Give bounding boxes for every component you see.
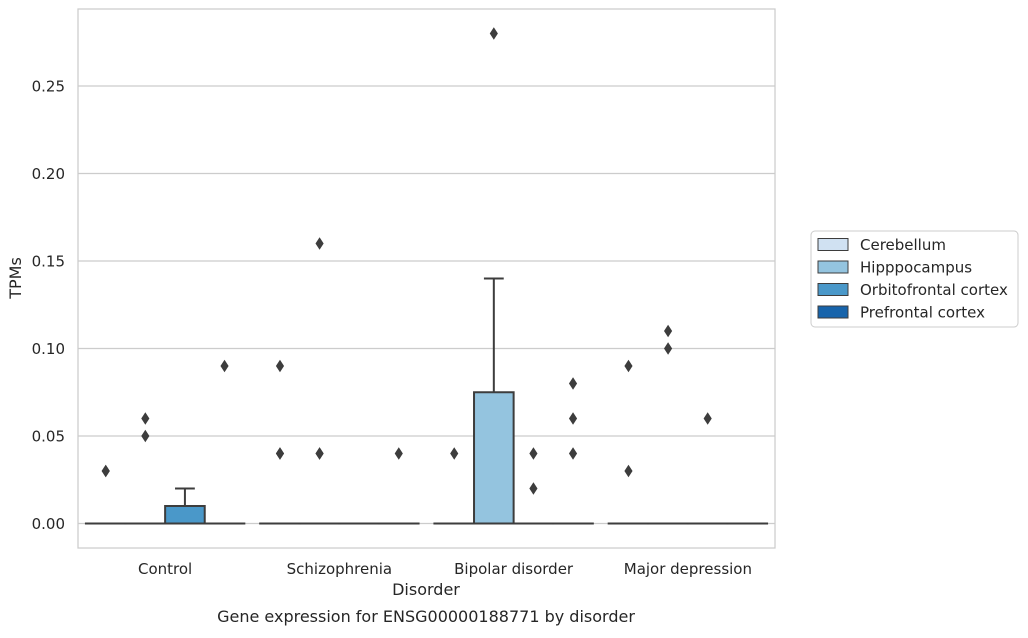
outlier-point (530, 483, 537, 494)
plot-area (78, 9, 775, 548)
y-tick-labels: 0.00 0.05 0.10 0.15 0.20 0.25 (32, 78, 65, 534)
x-tick-label: Bipolar disorder (454, 560, 574, 578)
outlier-point (142, 431, 149, 442)
outlier-point (316, 448, 323, 459)
outlier-point (664, 343, 671, 354)
outlier-point (569, 413, 576, 424)
x-tick-label: Schizophrenia (287, 560, 392, 578)
outlier-point (276, 361, 283, 372)
legend-swatch (818, 284, 848, 296)
outlier-point (102, 466, 109, 477)
y-tick-label: 0.15 (32, 253, 65, 271)
x-tick-label: Control (138, 560, 192, 578)
outlier-point (142, 413, 149, 424)
grid-lines (78, 86, 775, 524)
x-tick-label: Major depression (624, 560, 752, 578)
outlier-point (395, 448, 402, 459)
legend-label: Cerebellum (860, 236, 946, 254)
y-tick-label: 0.20 (32, 165, 65, 183)
outlier-point (316, 238, 323, 249)
legend-swatch (818, 306, 848, 318)
outlier-point (625, 466, 632, 477)
box-iqr (474, 392, 514, 523)
legend-swatch (818, 239, 848, 251)
outlier-point (490, 28, 497, 39)
y-tick-label: 0.10 (32, 340, 65, 358)
y-tick-label: 0.00 (32, 515, 65, 533)
y-tick-label: 0.05 (32, 428, 65, 446)
outlier-point (276, 448, 283, 459)
box-iqr (165, 506, 205, 524)
outlier-point (569, 378, 576, 389)
x-tick-labels: Control Schizophrenia Bipolar disorder Majo… (138, 560, 752, 578)
legend: Cerebellum Hipppocampus Orbitofrontal cort… (811, 231, 1018, 327)
box-plot (474, 279, 514, 524)
outlier-point (664, 326, 671, 337)
y-axis-label: TPMs (6, 257, 25, 300)
outlier-point (569, 448, 576, 459)
y-tick-label: 0.25 (32, 78, 65, 96)
outlier-point (704, 413, 711, 424)
legend-label: Prefrontal cortex (860, 304, 985, 322)
legend-label: Hipppocampus (860, 259, 972, 277)
outlier-point (221, 361, 228, 372)
x-axis-label: Disorder (392, 580, 460, 599)
box-plots (86, 279, 767, 524)
outlier-point (451, 448, 458, 459)
chart-caption: Gene expression for ENSG00000188771 by d… (217, 607, 635, 626)
legend-swatch (818, 261, 848, 273)
box-plot (165, 489, 205, 524)
outlier-point (530, 448, 537, 459)
legend-label: Orbitofrontal cortex (860, 281, 1008, 299)
outlier-point (625, 361, 632, 372)
